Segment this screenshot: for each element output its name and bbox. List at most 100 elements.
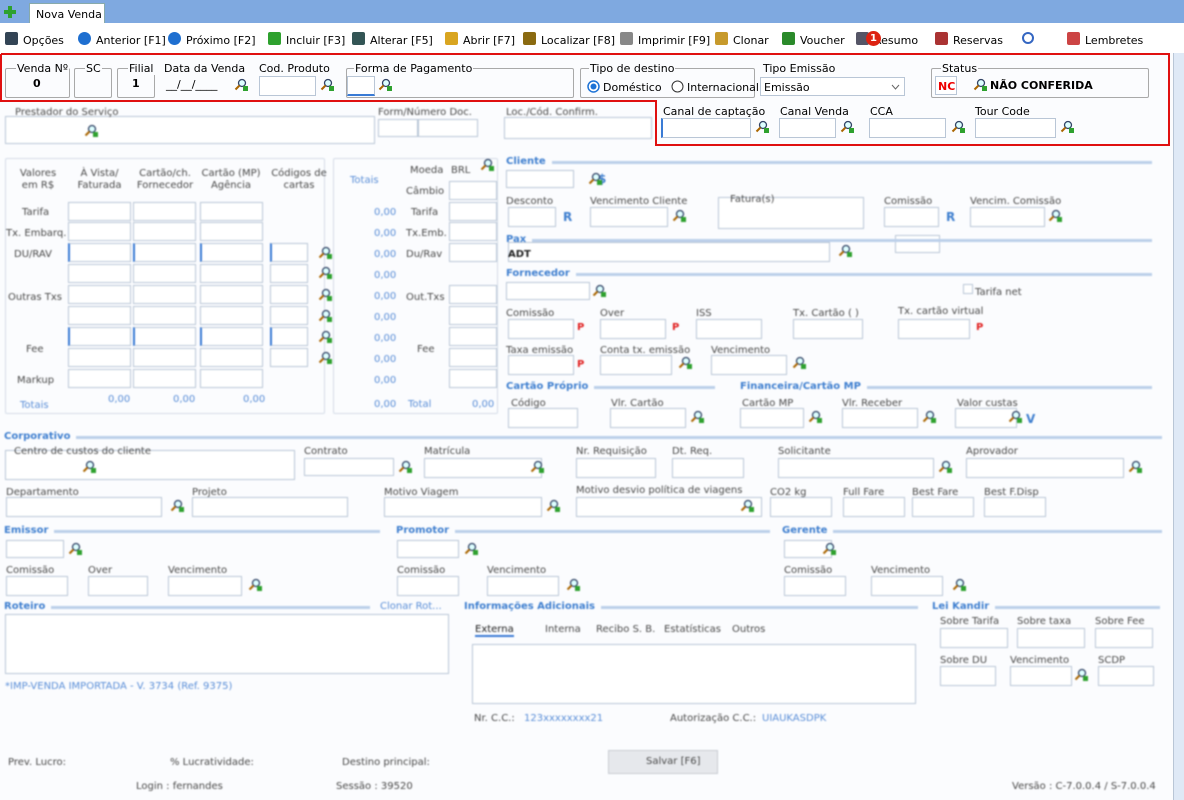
input[interactable]	[984, 497, 1046, 517]
search-icon[interactable]	[822, 542, 836, 556]
input[interactable]	[200, 202, 263, 221]
toolbar-icon[interactable]	[523, 32, 536, 45]
input[interactable]	[133, 348, 196, 367]
input[interactable]	[304, 458, 394, 476]
input[interactable]	[200, 243, 263, 262]
search-icon[interactable]	[952, 578, 966, 592]
toolbar-button[interactable]: Lembretes	[1085, 34, 1144, 47]
search-icon[interactable]	[938, 460, 952, 474]
toolbar-button[interactable]: Resumo	[874, 34, 919, 47]
input[interactable]	[270, 327, 308, 346]
input[interactable]	[966, 458, 1124, 478]
input[interactable]	[200, 348, 263, 367]
input[interactable]	[508, 408, 578, 428]
search-icon[interactable]	[840, 120, 854, 134]
toolbar-icon[interactable]	[168, 32, 181, 45]
radio[interactable]	[671, 80, 684, 93]
toolbar-button[interactable]: Clonar	[733, 34, 769, 47]
search-icon[interactable]	[1128, 460, 1142, 474]
input[interactable]	[449, 348, 497, 367]
input[interactable]	[68, 202, 131, 221]
input[interactable]	[940, 666, 996, 686]
search-icon[interactable]	[464, 542, 478, 556]
toolbar-button[interactable]: Anterior [F1]	[96, 34, 166, 47]
input[interactable]	[508, 242, 830, 262]
input[interactable]	[5, 614, 449, 674]
input[interactable]	[168, 576, 242, 596]
input[interactable]	[718, 197, 864, 229]
toolbar-button[interactable]: Opções	[23, 34, 64, 47]
search-icon[interactable]	[318, 288, 332, 302]
input[interactable]	[770, 497, 832, 517]
toolbar-icon[interactable]	[1022, 32, 1034, 44]
toolbar-button[interactable]: Próximo [F2]	[186, 34, 256, 47]
input[interactable]	[661, 118, 751, 138]
input[interactable]	[508, 319, 574, 339]
input[interactable]	[871, 576, 943, 596]
input[interactable]	[270, 264, 308, 283]
input[interactable]	[397, 576, 459, 596]
input[interactable]	[449, 181, 497, 200]
input[interactable]	[711, 355, 787, 375]
input[interactable]	[270, 306, 308, 325]
search-icon[interactable]	[398, 460, 412, 474]
toolbar-icon[interactable]	[715, 32, 728, 45]
input[interactable]	[842, 408, 918, 428]
toolbar-icon[interactable]	[445, 32, 458, 45]
input[interactable]	[68, 348, 131, 367]
input[interactable]	[68, 222, 131, 241]
input[interactable]	[424, 458, 542, 478]
save-button[interactable]	[608, 750, 718, 774]
search-icon[interactable]	[755, 120, 769, 134]
toolbar-icon[interactable]	[856, 32, 869, 45]
search-icon[interactable]	[1074, 668, 1088, 682]
input[interactable]	[133, 202, 196, 221]
input[interactable]	[504, 117, 652, 139]
search-icon[interactable]	[922, 410, 936, 424]
input[interactable]	[1017, 628, 1085, 648]
input[interactable]	[940, 628, 1008, 648]
tab[interactable]: Nova Venda	[29, 3, 105, 23]
input[interactable]	[200, 264, 263, 283]
search-icon[interactable]	[320, 78, 334, 92]
input[interactable]	[200, 327, 263, 346]
search-icon[interactable]	[318, 330, 332, 344]
toolbar-icon[interactable]	[268, 32, 281, 45]
search-icon[interactable]	[530, 460, 544, 474]
search-icon[interactable]	[318, 266, 332, 280]
search-icon[interactable]	[170, 499, 184, 513]
toolbar-icon[interactable]	[78, 32, 91, 45]
search-icon[interactable]	[1008, 410, 1022, 424]
search-icon[interactable]	[234, 78, 248, 92]
input[interactable]	[68, 327, 131, 346]
input[interactable]	[192, 497, 348, 517]
search-icon[interactable]	[318, 246, 332, 260]
input[interactable]	[590, 207, 668, 227]
input[interactable]	[133, 243, 196, 262]
search-icon[interactable]	[82, 460, 96, 474]
input[interactable]	[778, 458, 934, 478]
radio-checked[interactable]	[587, 80, 600, 93]
input[interactable]	[912, 497, 974, 517]
input[interactable]	[1095, 628, 1153, 648]
input[interactable]	[970, 207, 1045, 227]
input[interactable]	[133, 327, 196, 346]
input[interactable]	[600, 355, 672, 375]
input[interactable]	[418, 119, 478, 137]
search-icon[interactable]	[1060, 120, 1074, 134]
input[interactable]	[378, 119, 418, 137]
input[interactable]	[133, 222, 196, 241]
input[interactable]	[610, 408, 686, 428]
toolbar-button[interactable]: Incluir [F3]	[286, 34, 346, 47]
toolbar-button[interactable]: Imprimir [F9]	[638, 34, 711, 47]
input[interactable]	[5, 116, 375, 144]
input[interactable]	[270, 348, 308, 367]
input[interactable]	[270, 285, 308, 304]
input[interactable]	[384, 497, 542, 517]
search-icon[interactable]	[480, 158, 494, 172]
input[interactable]	[270, 243, 308, 262]
toolbar-button[interactable]: Voucher	[800, 34, 845, 47]
toolbar-button[interactable]: Reservas	[953, 34, 1003, 47]
select[interactable]: Emissão	[760, 77, 905, 96]
toolbar-icon[interactable]	[782, 32, 795, 45]
